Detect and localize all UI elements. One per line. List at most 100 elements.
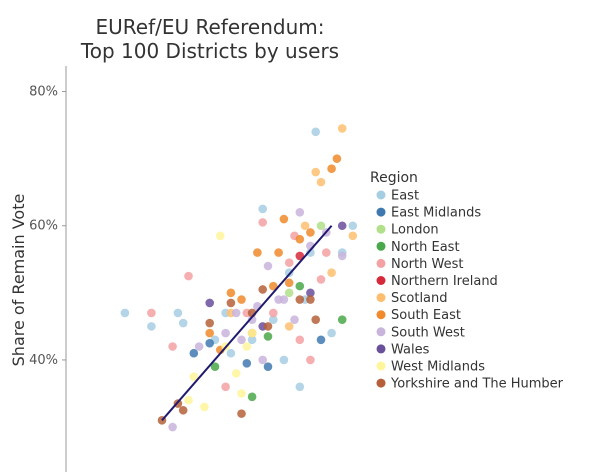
data-point <box>295 251 305 261</box>
y-tick-label: 80% <box>29 85 58 100</box>
data-point <box>226 298 236 308</box>
data-point <box>247 328 257 338</box>
legend-label: Wales <box>391 342 430 357</box>
data-point <box>295 382 305 392</box>
data-point <box>178 318 188 328</box>
data-point <box>300 221 310 231</box>
data-point <box>205 338 214 348</box>
data-point <box>189 348 199 358</box>
data-point <box>327 268 336 278</box>
data-point <box>284 278 294 288</box>
y-tick-label: 60% <box>29 219 58 234</box>
data-point <box>226 288 236 298</box>
legend-swatch <box>376 258 386 268</box>
legend-swatch <box>376 224 386 234</box>
data-point <box>316 221 326 231</box>
data-point <box>147 322 156 331</box>
data-point <box>184 271 193 281</box>
legend-swatch <box>376 327 386 337</box>
data-point <box>247 392 257 402</box>
legend-label: Scotland <box>391 291 448 306</box>
data-point <box>189 372 199 382</box>
data-point <box>306 295 315 304</box>
data-point <box>210 362 220 371</box>
data-point <box>284 322 294 331</box>
data-point <box>263 332 273 341</box>
data-point <box>332 154 342 163</box>
data-point <box>337 124 347 133</box>
data-point <box>200 402 209 412</box>
data-point <box>205 298 214 308</box>
data-point <box>274 248 283 257</box>
chart-title-line-1: EURef/EU Referendum: <box>96 15 325 39</box>
legend-label: Northern Ireland <box>391 274 498 289</box>
data-point <box>263 322 273 331</box>
data-point <box>327 164 336 174</box>
legend-label: North West <box>391 257 463 272</box>
legend-label: West Midlands <box>391 360 485 375</box>
data-point <box>311 167 321 177</box>
data-point <box>194 342 204 351</box>
data-point <box>348 231 358 241</box>
data-point <box>242 342 252 351</box>
legend-label: Yorkshire and The Humber <box>390 377 564 392</box>
data-point <box>306 228 315 237</box>
data-point <box>258 355 268 365</box>
legend-label: East <box>391 189 419 204</box>
legend-title: Region <box>370 170 418 186</box>
data-point <box>120 308 130 318</box>
legend-label: North East <box>391 240 460 255</box>
y-axis-label: Share of Remain Vote <box>9 194 28 367</box>
data-point <box>242 358 252 368</box>
data-point <box>184 395 193 405</box>
data-point <box>237 409 246 418</box>
data-point <box>295 335 305 345</box>
data-point <box>221 328 230 338</box>
data-point <box>337 315 347 324</box>
data-point <box>173 308 183 318</box>
data-point <box>147 308 156 318</box>
data-point <box>337 251 347 261</box>
data-point <box>221 382 230 392</box>
data-point <box>231 308 241 318</box>
legend-swatch <box>376 276 386 285</box>
data-point <box>253 248 262 257</box>
chart-title-line-2: Top 100 Districts by users <box>80 39 339 63</box>
data-point <box>316 177 326 187</box>
legend-items: East East Midlands London North East North W… <box>376 189 564 392</box>
legend: Region East East Midlands London North East… <box>370 170 564 392</box>
data-point <box>237 389 246 398</box>
data-point <box>295 295 305 304</box>
data-point <box>269 308 278 318</box>
data-point <box>205 328 214 338</box>
data-point <box>322 248 331 257</box>
data-point <box>263 261 273 271</box>
legend-swatch <box>376 207 386 217</box>
data-point <box>306 355 315 365</box>
legend-label: South West <box>391 325 465 340</box>
legend-swatch <box>376 378 386 388</box>
data-point <box>269 315 278 324</box>
data-point <box>258 285 268 294</box>
data-point <box>306 288 315 298</box>
data-point <box>306 248 315 257</box>
data-point <box>226 348 236 358</box>
data-point <box>295 281 305 291</box>
legend-swatch <box>376 190 386 200</box>
data-point <box>258 204 268 214</box>
data-point <box>311 127 321 137</box>
data-point <box>295 234 305 244</box>
legend-label: South East <box>391 308 461 323</box>
data-point <box>247 335 257 345</box>
data-point <box>316 275 326 284</box>
legend-swatch <box>376 310 386 320</box>
data-point <box>279 214 289 224</box>
data-point <box>311 315 321 324</box>
data-point <box>284 258 294 267</box>
data-point <box>258 218 268 227</box>
data-point <box>178 405 188 415</box>
data-point <box>295 208 305 217</box>
legend-label: London <box>391 223 439 238</box>
data-point <box>279 355 289 365</box>
